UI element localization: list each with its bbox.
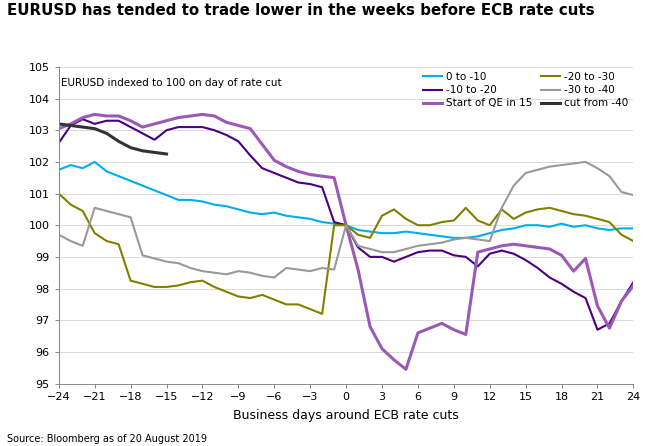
Text: Source: Bloomberg as of 20 August 2019: Source: Bloomberg as of 20 August 2019 (7, 434, 206, 444)
Text: EURUSD indexed to 100 on day of rate cut: EURUSD indexed to 100 on day of rate cut (61, 78, 282, 88)
X-axis label: Business days around ECB rate cuts: Business days around ECB rate cuts (233, 409, 459, 422)
Text: EURUSD has tended to trade lower in the weeks before ECB rate cuts: EURUSD has tended to trade lower in the … (7, 3, 594, 18)
Legend: 0 to -10, -10 to -20, Start of QE in 15, -20 to -30, -30 to -40, cut from -40: 0 to -10, -10 to -20, Start of QE in 15,… (423, 72, 628, 108)
